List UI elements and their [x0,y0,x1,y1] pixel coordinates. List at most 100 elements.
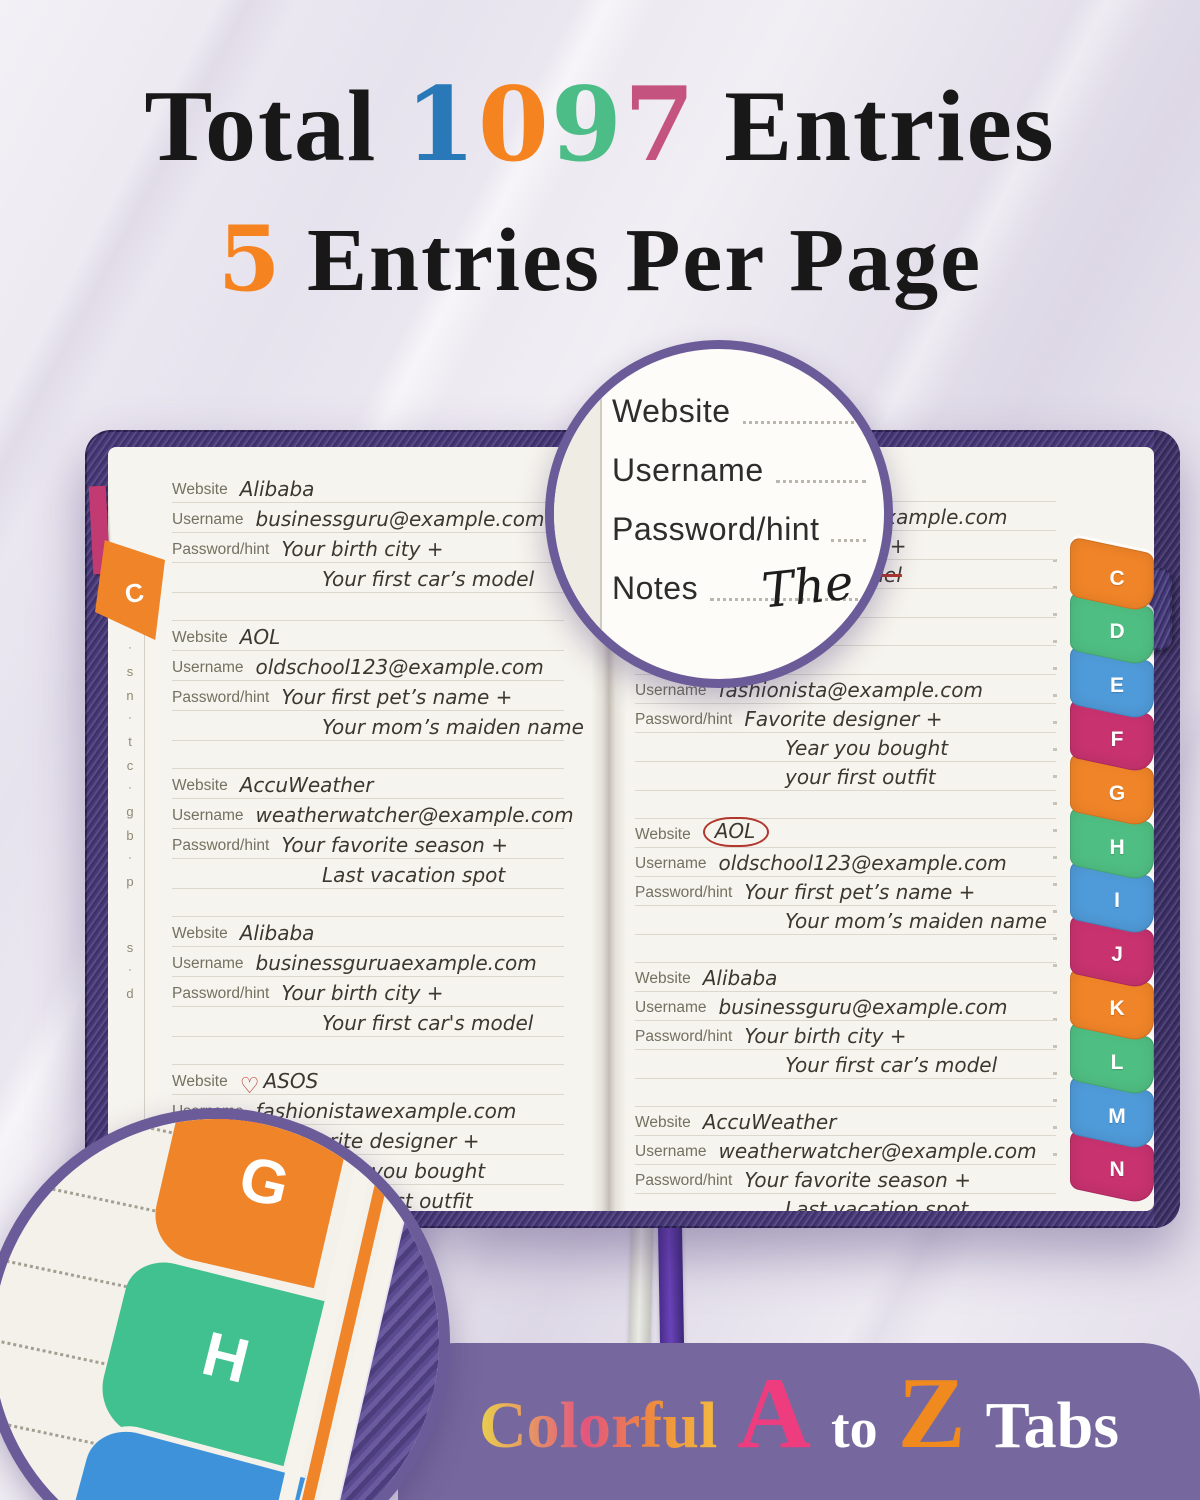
entry-row: Your first car’s model [172,563,564,593]
entry-row: Password/hint Favorite designer + [635,704,1056,733]
magnified-page-edge [554,349,602,679]
website-value: Alibaba [239,921,315,945]
footer-word-to: to [830,1398,878,1460]
entry-row: Username weatherwatcher@example.com [172,799,574,829]
ruled-spacer [635,791,1056,819]
entry-row: your first outfit [635,762,1056,791]
az-tab-i: I [1070,868,1154,928]
field-label: Website [172,1073,228,1090]
tab-letter: F [1110,727,1124,751]
title-digit: 0 [477,65,551,185]
az-tab-n: N [1070,1137,1154,1197]
page-edge-letter: b [126,828,134,843]
password-entry: Website AccuWeather Username weatherwatcher… [172,769,574,889]
hint-value: Your birth city + [281,537,444,561]
password-entry: Website Alibaba Username businessguru@examp… [172,473,564,593]
tab-letter: C [1109,566,1125,590]
website-value: AOL [239,625,281,649]
field-label: Website [612,393,731,429]
az-tab-e: E [1070,653,1154,713]
magnifier-row: Password/hint [612,493,870,552]
hint-value: Your mom’s maiden name [785,909,1047,933]
hint-value: Your favorite season + [281,833,508,857]
website-value: Alibaba [239,477,315,501]
az-tab-l: L [1070,1029,1154,1089]
username-value: oldschool123@example.com [718,851,1007,875]
tab-letter: M [1108,1104,1126,1128]
az-tab-g: G [1070,760,1154,820]
tab-letter: H [195,1319,256,1398]
hint-value: Your first car's model [322,1011,534,1035]
az-tab-j: J [1070,922,1154,982]
entry-row: Last vacation spot [635,1194,1056,1211]
field-label: Username [172,955,244,972]
tab-letter: G [233,1142,296,1221]
website-value: Alibaba [702,966,778,990]
magnifier-row: Username [612,434,870,493]
hint-value: Favorite designer + [744,707,943,731]
tab-letter: C [122,576,147,610]
az-tab-f: F [1070,706,1154,766]
username-value: weatherwatcher@example.com [255,803,574,827]
password-entry: Website Alibaba Username businessguruaexamp… [172,917,564,1037]
field-label: Website [635,970,691,987]
tab-letter: K [1109,996,1125,1020]
field-label: Password/hint [612,511,820,547]
page-edge-letter: n [126,688,134,703]
az-tab-h: H [1070,814,1154,874]
page-title-line1: Total 1097 Entries [0,74,1200,178]
entry-row: Last vacation spot [172,859,564,889]
ruled-spacer [635,935,1056,963]
username-value: businessguru@example.com [718,995,1008,1019]
field-label: Password/hint [172,541,270,558]
az-tab-k: K [1070,975,1154,1035]
dotted-line [710,598,866,601]
page-edge-letter: s [126,940,134,955]
magnifier-rows: Website Username Password/hint Notes The [612,375,870,620]
ruled-spacer [172,593,564,621]
edge-dot: · [128,642,132,654]
edge-dot: · [128,712,132,724]
tab-letter: N [1109,1158,1125,1182]
entry-row: Password/hint Your birth city + [635,1021,1056,1050]
field-label: Password/hint [635,711,733,728]
title-prefix: Total [144,70,378,183]
footer-word-tabs: Tabs [985,1389,1120,1462]
title-line2-number: 5 [217,206,283,312]
field-label: Website [635,826,691,843]
username-value: oldschool123@example.com [255,655,544,679]
edge-dot: · [128,782,132,794]
page-edge-letter: p [126,874,134,889]
title-digit: 1 [404,65,478,185]
hint-value: Your mom’s maiden name [322,715,584,739]
page-edge-letter: t [128,734,132,749]
entry-row: Password/hint Your first pet’s name + [172,681,564,711]
page-edge-letter: c [126,758,134,773]
magnifier-row: Notes The [612,552,870,620]
hint-value: Your favorite season + [744,1168,971,1192]
entry-row: Username fashionista@example.com [635,675,1056,704]
entry-row: Website Alibaba [635,963,1056,992]
field-label: Password/hint [172,689,270,706]
field-label: Notes [612,570,699,606]
field-label: Website [635,1114,691,1131]
ruled-spacer [172,741,564,769]
left-page-crease [144,597,145,1183]
hint-value: Your first car’s model [785,1053,998,1077]
entry-row: Password/hint Your favorite season + [635,1165,1056,1194]
entry-row: Your first car’s model [635,1050,1056,1079]
hint-value: Year you bought [785,736,949,760]
az-tab-d: D [1070,599,1154,659]
hint-value: Your first pet’s name + [281,685,513,709]
website-value: AccuWeather [702,1110,837,1134]
tab-letter: H [1109,835,1125,859]
field-label: Password/hint [172,985,270,1002]
entry-row: Year you bought [635,733,1056,762]
field-label: Website [172,481,228,498]
tab-letter: J [1111,943,1123,967]
entry-row: Website AccuWeather [635,1107,1056,1136]
title-digit: 9 [550,65,624,185]
tab-letter: D [1109,620,1125,644]
footer-word-a: A [737,1357,811,1470]
page-edge-letter: d [126,986,134,1001]
